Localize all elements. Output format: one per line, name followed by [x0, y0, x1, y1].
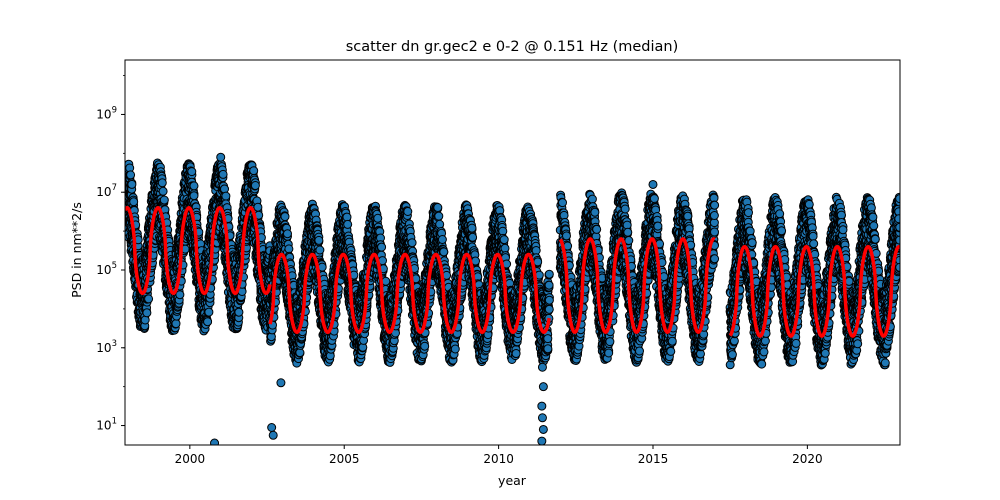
scatter-point: [140, 315, 150, 325]
scatter-point: [403, 207, 413, 216]
scatter-segment-1: [265, 199, 554, 368]
scatter-point: [142, 308, 152, 318]
scatter-point: [175, 290, 185, 300]
scatter-point: [373, 213, 383, 223]
scatter-point: [342, 212, 352, 222]
scatter-point: [158, 186, 168, 196]
scatter-point: [343, 219, 353, 229]
scatter-point: [283, 229, 292, 239]
scatter-point: [129, 197, 139, 207]
scatter-point: [144, 294, 154, 304]
scatter-point: [234, 307, 244, 317]
scatter-point: [220, 184, 229, 194]
scatter-point: [284, 244, 294, 254]
scatter-point: [218, 169, 228, 179]
y-axis-label: PSD in nm**2/s: [69, 202, 84, 298]
scatter-point: [314, 235, 324, 245]
scatter-point: [157, 178, 167, 188]
scatter-point: [407, 238, 417, 248]
scatter-point: [280, 212, 290, 222]
scatter-point: [127, 179, 137, 189]
scatter-point: [249, 166, 259, 176]
scatter-point: [171, 319, 181, 329]
scatter-point: [221, 191, 231, 201]
scatter-point: [159, 195, 169, 205]
scatter-point: [250, 181, 260, 190]
chart-title: scatter dn gr.gec2 e 0-2 @ 0.151 Hz (med…: [346, 39, 679, 55]
plot-area: [125, 152, 900, 445]
scatter-point: [189, 191, 199, 201]
scatter-point: [203, 317, 213, 327]
x-axis-label: year: [498, 473, 527, 488]
scatter-point: [315, 245, 325, 255]
scatter-point: [377, 242, 387, 252]
scatter-point: [187, 167, 197, 177]
scatter-point: [253, 202, 263, 212]
scatter-point: [189, 181, 199, 191]
scatter-point: [204, 307, 214, 317]
scatter-point: [126, 170, 136, 180]
